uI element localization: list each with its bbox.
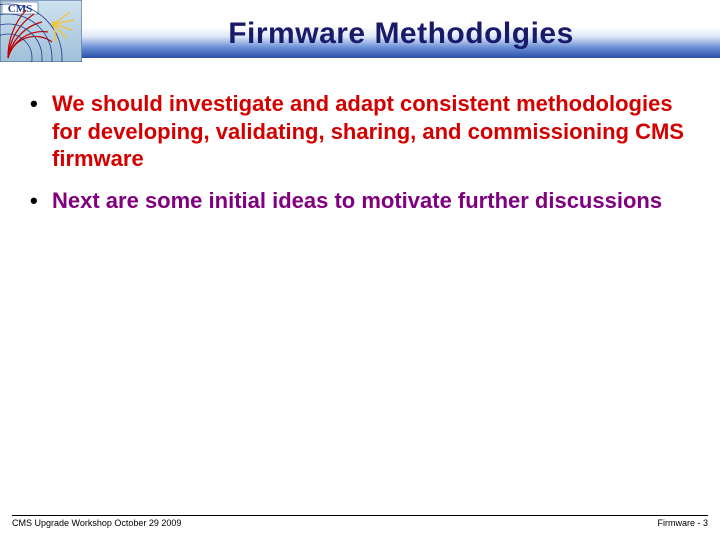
- cms-logo-svg: CMS: [0, 0, 82, 62]
- cms-logo: CMS: [0, 0, 82, 62]
- bullet-marker: •: [30, 187, 52, 215]
- slide-content: • We should investigate and adapt consis…: [0, 62, 720, 214]
- footer-left: CMS Upgrade Workshop October 29 2009: [12, 518, 181, 528]
- bullet-item: • Next are some initial ideas to motivat…: [30, 187, 690, 215]
- footer-right: Firmware - 3: [657, 518, 708, 528]
- slide-title: Firmware Methodolgies: [228, 17, 574, 51]
- bullet-marker: •: [30, 90, 52, 173]
- slide-footer: CMS Upgrade Workshop October 29 2009 Fir…: [12, 515, 708, 528]
- bullet-item: • We should investigate and adapt consis…: [30, 90, 690, 173]
- bullet-text: We should investigate and adapt consiste…: [52, 90, 690, 173]
- svg-text:CMS: CMS: [8, 3, 32, 15]
- bullet-text: Next are some initial ideas to motivate …: [52, 187, 662, 215]
- slide-header: CMS Firmware Methodolg: [0, 0, 720, 62]
- title-bar: Firmware Methodolgies: [82, 10, 720, 58]
